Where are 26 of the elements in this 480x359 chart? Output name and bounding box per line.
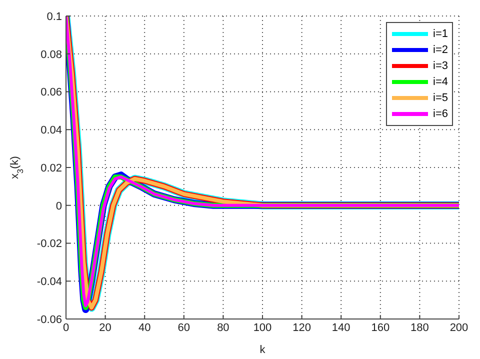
x-tick-label: 80	[217, 322, 230, 334]
x-tick-label: 20	[99, 322, 112, 334]
y-tick-label: 0	[56, 200, 62, 212]
x-axis-title: k	[260, 344, 266, 356]
legend-label: i=1	[433, 28, 448, 40]
y-tick-label: -0.06	[36, 314, 62, 326]
legend-label: i=6	[433, 108, 448, 120]
y-tick-label: 0.1	[46, 10, 62, 23]
x-tick-label: 140	[332, 322, 350, 334]
y-tick-label: 0.04	[40, 124, 62, 137]
y-tick-label: -0.02	[36, 238, 62, 250]
y-tick-label: 0.06	[40, 86, 62, 99]
x-tick-label: 100	[253, 322, 272, 334]
x-tick-label: 160	[371, 322, 390, 334]
y-tick-label: 0.08	[40, 48, 62, 61]
x-tick-label: 40	[138, 322, 151, 334]
legend-label: i=2	[433, 44, 448, 56]
x-tick-label: 180	[410, 322, 429, 334]
y-tick-label: -0.04	[36, 276, 62, 288]
legend-label: i=5	[433, 92, 448, 104]
legend-label: i=4	[433, 76, 448, 88]
x-tick-label: 120	[292, 322, 311, 334]
legend-label: i=3	[433, 60, 448, 72]
y-tick-label: 0.02	[40, 162, 62, 174]
x-tick-label: 200	[450, 322, 468, 334]
x-tick-label: 60	[178, 322, 190, 334]
